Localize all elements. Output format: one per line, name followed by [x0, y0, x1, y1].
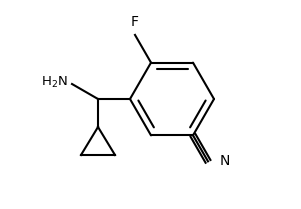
Text: H$_2$N: H$_2$N: [41, 74, 68, 89]
Text: F: F: [131, 15, 139, 29]
Text: N: N: [220, 154, 230, 168]
